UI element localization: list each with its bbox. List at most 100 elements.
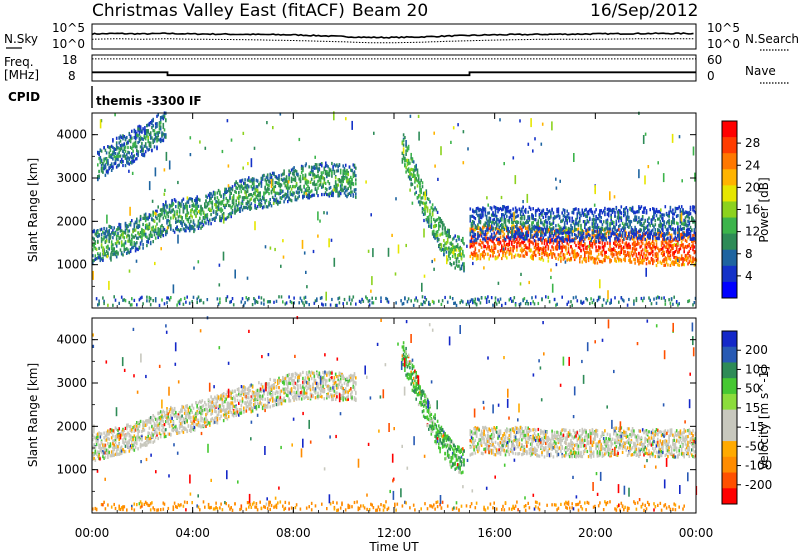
scatter-cell <box>110 162 113 166</box>
scatter-cell <box>210 213 212 217</box>
scatter-cell <box>534 211 537 215</box>
scatter-cell <box>293 173 295 177</box>
scatter-cell <box>248 205 250 209</box>
scatter-cell <box>146 244 148 248</box>
scatter-cell <box>640 235 643 239</box>
scatter-cell <box>177 205 180 209</box>
scatter-cell <box>538 252 541 256</box>
scatter-cell <box>566 214 568 219</box>
scatter-cell <box>584 257 586 261</box>
scatter-cell <box>596 255 599 259</box>
scatter-cell <box>259 204 261 208</box>
scatter-cell <box>522 225 524 229</box>
scatter-cell <box>604 227 606 231</box>
scatter-cell <box>682 262 684 266</box>
scatter-cell <box>644 231 646 236</box>
scatter-cell <box>122 143 124 147</box>
scatter-cell <box>501 213 503 217</box>
scatter-cell <box>103 301 105 306</box>
scatter-cell <box>653 216 655 220</box>
scatter-cell <box>343 168 346 172</box>
scatter-cell <box>172 202 175 206</box>
scatter-cell <box>154 297 157 301</box>
scatter-cell <box>620 212 623 216</box>
scatter-cell <box>619 238 621 243</box>
scatter-cell <box>161 131 163 135</box>
scatter-cell <box>293 170 295 174</box>
scatter-cell <box>534 239 537 244</box>
scatter-cell <box>182 207 185 211</box>
scatter-cell <box>659 260 662 264</box>
scatter-cell <box>300 164 303 168</box>
scatter-cell <box>404 156 406 160</box>
scatter-cell <box>685 239 688 243</box>
scatter-cell <box>119 248 122 252</box>
scatter-cell <box>440 248 443 252</box>
scatter-cell <box>586 228 589 232</box>
scatter-cell <box>640 223 643 227</box>
scatter-cell <box>609 236 611 240</box>
scatter-cell <box>663 213 665 217</box>
scatter-cell <box>561 245 563 249</box>
scatter-cell <box>456 264 459 268</box>
scatter-cell <box>197 219 200 223</box>
scatter-cell <box>146 216 148 220</box>
scatter-cell <box>552 252 555 256</box>
scatter-cell <box>178 208 181 212</box>
scatter-cell <box>97 175 99 179</box>
scatter-cell <box>479 216 482 220</box>
scatter-cell <box>487 252 489 257</box>
scatter-cell <box>506 214 508 218</box>
scatter-cell <box>278 177 280 181</box>
scatter-cell <box>607 212 610 216</box>
scatter-cell <box>579 243 581 247</box>
scatter-cell <box>124 156 127 160</box>
scatter-cell <box>573 227 576 231</box>
scatter-cell <box>346 168 348 173</box>
scatter-cell <box>297 196 299 200</box>
scatter-cell <box>220 219 222 223</box>
scatter-cell <box>241 201 244 205</box>
scatter-cell <box>431 212 434 216</box>
scatter-cell <box>436 218 439 222</box>
scatter-cell <box>219 201 221 205</box>
scatter-cell <box>635 242 638 247</box>
scatter-cell <box>616 228 619 232</box>
scatter-cell <box>118 301 120 305</box>
scatter-cell <box>112 236 114 240</box>
scatter-cell <box>253 297 255 301</box>
scatter-cell <box>424 208 426 213</box>
scatter-cell <box>619 230 621 235</box>
scatter-cell <box>328 167 331 171</box>
scatter-cell <box>438 221 440 225</box>
scatter-cell <box>93 258 95 263</box>
scatter-cell <box>679 244 682 248</box>
scatter-cell <box>124 299 127 303</box>
scatter-cell <box>227 199 230 203</box>
scatter-cell <box>290 179 293 184</box>
scatter-cell <box>136 135 138 139</box>
scatter-cell <box>655 254 658 259</box>
noise-left-tick-bottom: 10^0 <box>52 37 85 51</box>
scatter-cell <box>624 256 626 260</box>
scatter-cell <box>95 229 98 233</box>
scatter-cell <box>313 165 316 169</box>
scatter-cell <box>254 200 256 204</box>
scatter-cell <box>206 202 209 206</box>
scatter-cell <box>514 253 517 257</box>
scatter-cell <box>92 261 94 265</box>
scatter-cell <box>337 178 339 182</box>
scatter-cell <box>158 127 161 131</box>
scatter-cell <box>527 239 529 243</box>
scatter-cell <box>178 229 181 233</box>
scatter-cell <box>127 145 129 150</box>
scatter-cell <box>584 213 586 217</box>
scatter-cell <box>693 258 696 262</box>
scatter-cell <box>599 259 601 264</box>
scatter-cell <box>611 207 614 212</box>
scatter-cell <box>518 231 521 235</box>
scatter-cell <box>570 230 572 234</box>
scatter-cell <box>546 241 548 245</box>
scatter-cell <box>492 220 494 224</box>
scatter-cell <box>259 197 261 202</box>
